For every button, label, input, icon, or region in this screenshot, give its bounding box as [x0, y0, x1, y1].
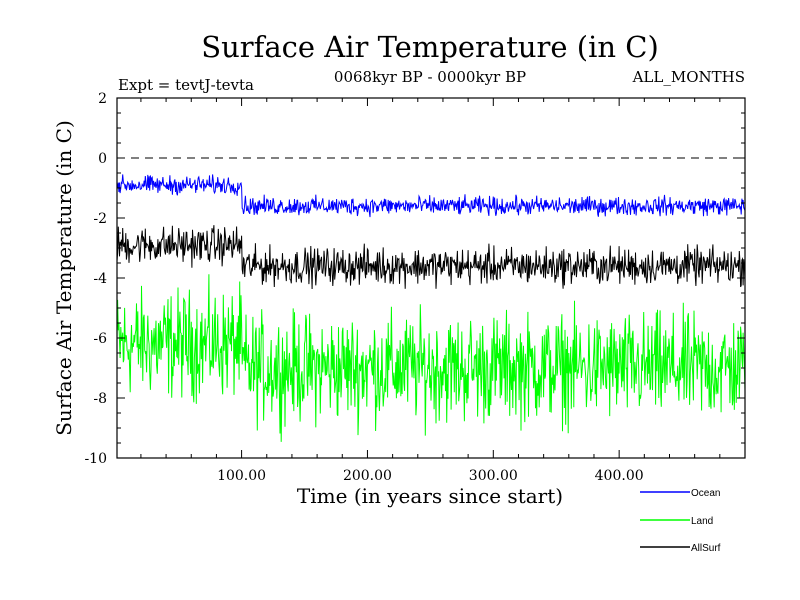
ticks-layer: 2 0 -2 -4 -6 -8 -10 100.00 200.00 300.00 400.00 [84, 91, 745, 484]
experiment-label: Expt = tevtJ-tevta [118, 76, 254, 94]
legend-label-land: Land [691, 516, 713, 527]
y-tick-label: -8 [93, 391, 107, 407]
months-label: ALL_MONTHS [632, 68, 745, 86]
x-tick-label: 100.00 [217, 468, 266, 484]
y-tick-label: -10 [84, 451, 107, 467]
legend: Ocean Land AllSurf [640, 488, 721, 554]
series-line-ocean [116, 174, 746, 218]
y-tick-label: 0 [98, 151, 107, 167]
chart-subtitle: 0068kyr BP - 0000kyr BP [334, 68, 526, 86]
series-line-land [116, 274, 746, 442]
series-line-allsurf [116, 225, 746, 290]
x-tick-label: 400.00 [595, 468, 644, 484]
x-tick-label: 200.00 [343, 468, 392, 484]
y-tick-label: -4 [93, 271, 107, 287]
chart-title: Surface Air Temperature (in C) [201, 30, 659, 64]
x-tick-label: 300.00 [469, 468, 518, 484]
y-tick-label: -2 [93, 211, 107, 227]
x-axis-label: Time (in years since start) [297, 484, 563, 508]
y-tick-label: 2 [98, 91, 107, 107]
y-tick-label: -6 [93, 331, 107, 347]
legend-label-ocean: Ocean [691, 488, 720, 499]
series-layer [116, 174, 746, 442]
legend-label-allsurf: AllSurf [691, 543, 721, 554]
y-axis-label: Surface Air Temperature (in C) [52, 120, 76, 436]
